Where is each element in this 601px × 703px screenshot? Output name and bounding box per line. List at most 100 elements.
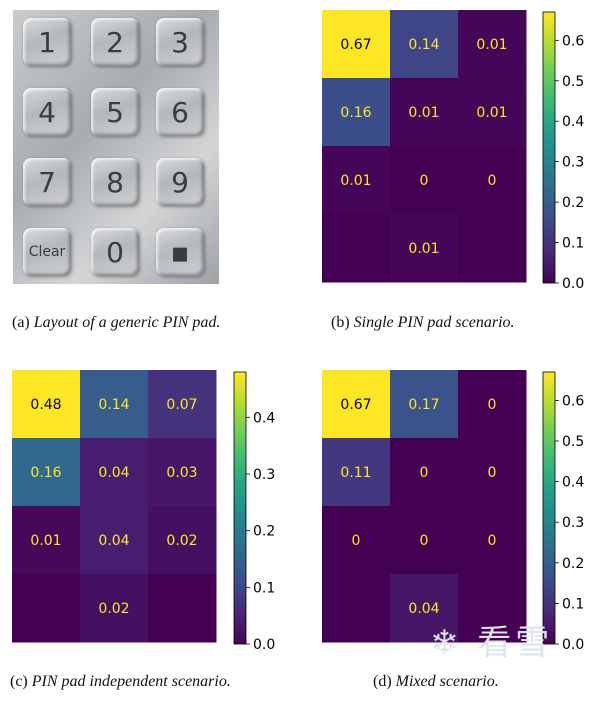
heatmap-cell — [80, 438, 149, 507]
colorbar — [542, 11, 556, 284]
heatmap-cell — [322, 78, 391, 147]
cell-label: 0.04 — [98, 533, 129, 549]
pin-key: 5 — [91, 88, 139, 136]
cell-label: 0.01 — [30, 533, 61, 549]
pin-key: 1 — [23, 18, 71, 66]
colorbar-tick-label: 0.0 — [253, 637, 275, 653]
colorbar-tick-label: 0.2 — [253, 524, 275, 540]
colorbar — [233, 371, 247, 645]
colorbar-tick-label: 0.0 — [562, 276, 584, 292]
cell-label: 0 — [488, 465, 497, 481]
heatmap-cell — [80, 574, 149, 643]
pin-key: 2 — [91, 18, 139, 66]
pin-key: 4 — [23, 88, 71, 136]
heatmap-cell — [322, 10, 391, 79]
pin-key: ▪ — [156, 228, 204, 276]
heatmap-pin-pad-independent: 0.48 0.14 0.07 0.16 0.04 0.03 0.01 0.04 0.02 0.02… — [12, 370, 275, 653]
heatmap-cell — [458, 214, 527, 283]
cell-label: 0.67 — [340, 37, 371, 53]
colorbar-tick-label: 0.6 — [562, 393, 584, 409]
heatmap-cell — [322, 506, 391, 575]
cell-label: 0.04 — [98, 465, 129, 481]
colorbar-tick-label: 0.1 — [562, 596, 584, 612]
colorbar-tick-label: 0.2 — [562, 556, 584, 572]
cell-label: 0 — [488, 533, 497, 549]
cell-label: 0.14 — [98, 397, 129, 413]
cell-label: 0.01 — [340, 173, 371, 189]
cell-label: 0.14 — [408, 37, 439, 53]
heatmap-cell — [458, 506, 527, 575]
cell-label: 0.11 — [340, 465, 371, 481]
cell-label: 0.02 — [98, 601, 129, 617]
cell-label: 0.01 — [408, 105, 439, 121]
cell-label: 0 — [420, 533, 429, 549]
pin-key: 3 — [156, 18, 204, 66]
pin-key: 8 — [91, 158, 139, 206]
cell-label: 0.67 — [340, 397, 371, 413]
heatmap-cell — [390, 438, 459, 507]
heatmap-cell — [80, 506, 149, 575]
cell-label: 0 — [488, 173, 497, 189]
heatmap-cell — [148, 506, 217, 575]
colorbar-tick-label: 0.5 — [562, 434, 584, 450]
heatmap-single-pin-pad: 0.67 0.14 0.01 0.16 0.01 0.01 0.01 0 0 0.01 0.0 0.1… — [322, 10, 584, 292]
watermark: ❄ 看雪 — [430, 623, 554, 663]
caption-d-text: Mixed scenario. — [395, 673, 499, 690]
caption-d: (d) Mixed scenario. — [373, 673, 499, 691]
colorbar-tick-label: 0.0 — [562, 637, 584, 653]
heatmap-cell — [322, 214, 391, 283]
colorbar-tick-label: 0.4 — [253, 410, 275, 426]
pin-pad-image: 1 2 3 4 5 6 7 8 9 Clear 0 ▪ — [13, 10, 219, 284]
heatmap-cell — [12, 438, 81, 507]
heatmap-cell — [390, 574, 459, 643]
cell-label: 0.03 — [166, 465, 197, 481]
heatmap-cell — [458, 146, 527, 215]
heatmap-cell — [458, 438, 527, 507]
cell-label: 0.01 — [476, 105, 507, 121]
cell-label: 0 — [488, 397, 497, 413]
cell-label: 0 — [420, 173, 429, 189]
pin-key: Clear — [23, 228, 71, 276]
heatmap-cell — [148, 438, 217, 507]
colorbar-tick-label: 0.1 — [253, 580, 275, 596]
colorbar-tick-label: 0.1 — [562, 236, 584, 252]
cell-label: 0 — [352, 533, 361, 549]
heatmap-cell — [458, 370, 527, 439]
colorbar-tick-label: 0.4 — [562, 475, 584, 491]
caption-a-text: Layout of a generic PIN pad. — [33, 314, 221, 331]
pin-key: 7 — [23, 158, 71, 206]
colorbar-tick-label: 0.5 — [562, 74, 584, 90]
caption-d-label: (d) — [373, 673, 392, 690]
colorbar — [542, 371, 556, 645]
cell-label: 0.02 — [166, 533, 197, 549]
heatmap-cell — [390, 506, 459, 575]
heatmap-cell — [390, 370, 459, 439]
cell-label: 0.01 — [476, 37, 507, 53]
colorbar-tick-label: 0.6 — [562, 33, 584, 49]
caption-a-label: (a) — [12, 314, 30, 331]
cell-label: 0.17 — [408, 397, 439, 413]
heatmap-cell — [80, 370, 149, 439]
heatmap-cell — [458, 78, 527, 147]
heatmap-cell — [390, 146, 459, 215]
heatmap-cell — [12, 506, 81, 575]
colorbar-tick-label: 0.2 — [562, 195, 584, 211]
cell-label: 0.01 — [408, 241, 439, 257]
colorbar-tick-label: 0.3 — [253, 467, 275, 483]
cell-label: 0.48 — [30, 397, 61, 413]
caption-c-label: (c) — [10, 673, 28, 690]
pin-key: 6 — [156, 88, 204, 136]
heatmap-cell — [458, 10, 527, 79]
colorbar-tick-label: 0.3 — [562, 155, 584, 171]
heatmap-cell — [148, 574, 217, 643]
pin-key: 0 — [91, 228, 139, 276]
heatmap-cell — [458, 574, 527, 643]
caption-c: (c) PIN pad independent scenario. — [10, 673, 231, 691]
heatmap-cell — [390, 214, 459, 283]
heatmap-cell — [322, 370, 391, 439]
heatmap-cell — [322, 438, 391, 507]
heatmap-cell — [322, 574, 391, 643]
cell-label: 0.16 — [30, 465, 61, 481]
cell-label: 0.16 — [340, 105, 371, 121]
colorbar-tick-label: 0.4 — [562, 114, 584, 130]
